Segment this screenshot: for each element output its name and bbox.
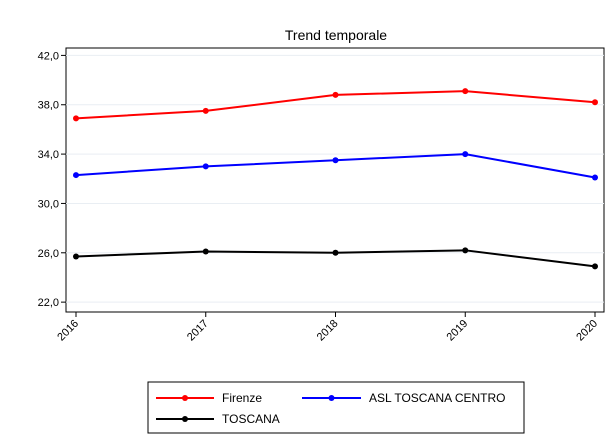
data-point-asl-toscana-centro	[592, 174, 598, 181]
y-tick-label: 22,0	[38, 297, 59, 309]
y-tick-label: 42,0	[38, 50, 59, 62]
data-point-asl-toscana-centro	[73, 172, 79, 179]
legend-marker-toscana	[182, 416, 188, 422]
data-point-toscana	[592, 263, 598, 270]
data-point-toscana	[462, 247, 469, 254]
chart-title: Trend temporale	[285, 27, 387, 43]
data-point-asl-toscana-centro	[332, 157, 339, 164]
legend-label-firenze: Firenze	[222, 391, 262, 405]
y-tick-label: 38,0	[38, 100, 59, 112]
data-point-toscana	[202, 248, 209, 255]
data-point-asl-toscana-centro	[462, 151, 469, 158]
data-point-firenze	[462, 88, 469, 95]
y-tick-label: 30,0	[38, 198, 59, 210]
legend-label-toscana: TOSCANA	[222, 412, 280, 426]
data-point-firenze	[332, 91, 339, 98]
legend-label-asl-toscana-centro: ASL TOSCANA CENTRO	[369, 391, 505, 405]
legend-marker-firenze	[182, 395, 188, 401]
data-point-firenze	[73, 115, 79, 122]
y-tick-label: 26,0	[38, 248, 59, 260]
data-point-firenze	[202, 107, 209, 114]
data-point-firenze	[592, 99, 598, 106]
data-point-toscana	[73, 253, 79, 260]
legend-box	[147, 381, 525, 434]
y-tick-label: 34,0	[38, 149, 59, 161]
legend: Firenze ASL TOSCANA CENTRO TOSCANA	[147, 381, 525, 434]
series-lines	[73, 88, 598, 270]
data-point-toscana	[332, 249, 339, 256]
data-point-asl-toscana-centro	[202, 163, 209, 170]
legend-marker-asl-toscana-centro	[328, 395, 335, 401]
